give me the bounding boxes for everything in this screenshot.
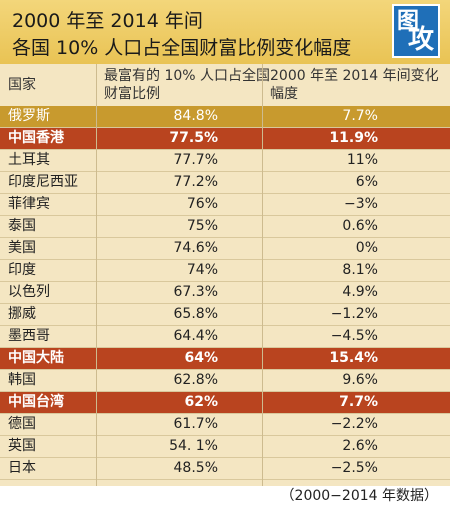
share-cell: 54. 1% — [169, 438, 218, 454]
country-cell: 印度尼西亚 — [8, 174, 78, 190]
table-row: 日本 48.5% −2.5% — [0, 458, 450, 480]
share-cell: 65.8% — [173, 306, 218, 322]
table-row: 中国香港 77.5% 11.9% — [0, 128, 450, 150]
change-cell: −2.2% — [330, 416, 378, 432]
title-line-1: 2000 年至 2014 年间 — [12, 10, 203, 32]
table-row: 菲律宾 76% −3% — [0, 194, 450, 216]
table-row: 英国 54. 1% 2.6% — [0, 436, 450, 458]
country-cell: 韩国 — [8, 372, 36, 388]
column-divider — [96, 64, 97, 486]
change-cell: 15.4% — [329, 350, 378, 366]
country-cell: 美国 — [8, 240, 36, 256]
share-cell: 77.5% — [169, 130, 218, 146]
change-cell: 8.1% — [342, 262, 378, 278]
share-cell: 77.7% — [173, 152, 218, 168]
title-banner: 2000 年至 2014 年间 各国 10% 人口占全国财富比例变化幅度 图 攻 — [0, 0, 450, 64]
footer-note: （2000−2014 年数据） — [280, 488, 438, 504]
country-cell: 日本 — [8, 460, 36, 476]
table-row: 美国 74.6% 0% — [0, 238, 450, 260]
header-share: 最富有的 10% 人口占全国财富比例 — [104, 68, 271, 102]
change-cell: 11% — [346, 152, 378, 168]
share-cell: 62.8% — [173, 372, 218, 388]
share-cell: 75% — [186, 218, 218, 234]
change-cell: 0.6% — [342, 218, 378, 234]
country-cell: 德国 — [8, 416, 36, 432]
change-cell: −4.5% — [330, 328, 378, 344]
table-row: 德国 61.7% −2.2% — [0, 414, 450, 436]
change-cell: 2.6% — [342, 438, 378, 454]
share-cell: 74% — [186, 262, 218, 278]
share-cell: 61.7% — [173, 416, 218, 432]
country-cell: 以色列 — [8, 284, 50, 300]
country-cell: 中国大陆 — [8, 350, 64, 366]
table-row: 俄罗斯 84.8% 7.7% — [0, 106, 450, 128]
data-table: 国家 最富有的 10% 人口占全国财富比例 2000 年至 2014 年间变化幅… — [0, 64, 450, 486]
share-cell: 62% — [184, 394, 218, 410]
table-row: 以色列 67.3% 4.9% — [0, 282, 450, 304]
change-cell: 0% — [355, 240, 378, 256]
country-cell: 印度 — [8, 262, 36, 278]
share-cell: 77.2% — [173, 174, 218, 190]
change-cell: 7.7% — [342, 108, 378, 124]
share-cell: 76% — [186, 196, 218, 212]
table-header: 国家 最富有的 10% 人口占全国财富比例 2000 年至 2014 年间变化幅… — [0, 64, 450, 107]
table-row: 韩国 62.8% 9.6% — [0, 370, 450, 392]
share-cell: 64.4% — [173, 328, 218, 344]
table-row: 印度尼西亚 77.2% 6% — [0, 172, 450, 194]
table-row: 印度 74% 8.1% — [0, 260, 450, 282]
title-line-2: 各国 10% 人口占全国财富比例变化幅度 — [12, 37, 352, 59]
table-body: 俄罗斯 84.8% 7.7% 中国香港 77.5% 11.9% 土耳其 77.7% 11% 印度尼… — [0, 106, 450, 480]
header-country: 国家 — [8, 77, 36, 93]
share-cell: 67.3% — [173, 284, 218, 300]
share-cell: 48.5% — [173, 460, 218, 476]
table-row: 墨西哥 64.4% −4.5% — [0, 326, 450, 348]
country-cell: 菲律宾 — [8, 196, 50, 212]
change-cell: 11.9% — [329, 130, 378, 146]
change-cell: 4.9% — [342, 284, 378, 300]
column-divider — [262, 64, 263, 486]
change-cell: 6% — [355, 174, 378, 190]
country-cell: 墨西哥 — [8, 328, 50, 344]
country-cell: 泰国 — [8, 218, 36, 234]
country-cell: 中国台湾 — [8, 394, 64, 410]
table-row: 泰国 75% 0.6% — [0, 216, 450, 238]
table-row: 中国台湾 62% 7.7% — [0, 392, 450, 414]
share-cell: 64% — [184, 350, 218, 366]
tugong-logo: 图 攻 — [392, 4, 440, 58]
change-cell: −1.2% — [330, 306, 378, 322]
logo-char-2: 攻 — [408, 25, 435, 55]
country-cell: 中国香港 — [8, 130, 64, 146]
table-row: 中国大陆 64% 15.4% — [0, 348, 450, 370]
table-row: 挪威 65.8% −1.2% — [0, 304, 450, 326]
share-cell: 74.6% — [173, 240, 218, 256]
share-cell: 84.8% — [173, 108, 218, 124]
change-cell: −3% — [344, 196, 378, 212]
country-cell: 土耳其 — [8, 152, 50, 168]
change-cell: −2.5% — [330, 460, 378, 476]
country-cell: 英国 — [8, 438, 36, 454]
change-cell: 9.6% — [342, 372, 378, 388]
country-cell: 挪威 — [8, 306, 36, 322]
country-cell: 俄罗斯 — [8, 108, 50, 124]
table-row: 土耳其 77.7% 11% — [0, 150, 450, 172]
logo-char: 图 — [397, 9, 420, 34]
header-change: 2000 年至 2014 年间变化幅度 — [270, 68, 439, 102]
change-cell: 7.7% — [339, 394, 378, 410]
